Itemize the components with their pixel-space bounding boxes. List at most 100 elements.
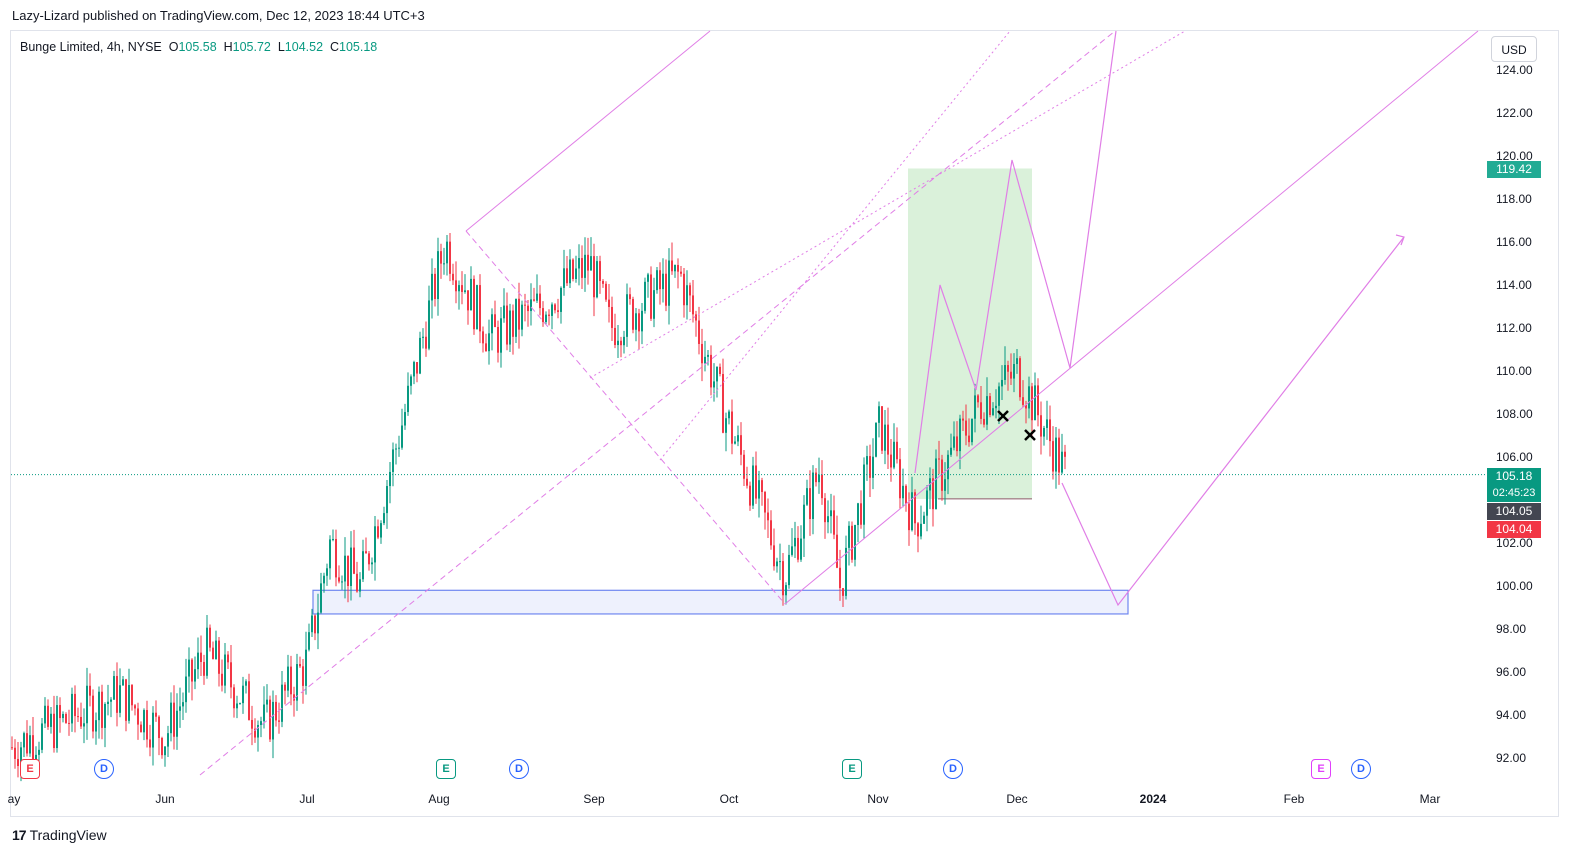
candle-body: [173, 702, 175, 737]
candle-body: [698, 320, 700, 344]
candle-body: [257, 724, 259, 738]
candle-body: [404, 412, 406, 426]
candle-body: [731, 411, 733, 444]
tradingview-brand[interactable]: 17 TradingView: [12, 827, 107, 843]
earnings-event-icon[interactable]: E: [436, 759, 456, 779]
candle-body: [950, 447, 952, 455]
high-value: 105.72: [232, 40, 271, 54]
candle-body: [218, 640, 220, 674]
candle-body: [692, 295, 694, 315]
x-tick-2024: 2024: [1139, 792, 1167, 806]
candle-body: [53, 713, 55, 749]
candle-body: [767, 512, 769, 521]
candle-body: [128, 685, 130, 721]
last-price-tag: 105.18: [1487, 468, 1541, 485]
dividend-event-icon[interactable]: D: [943, 759, 963, 779]
candle-body: [206, 627, 208, 676]
candle-body: [764, 491, 766, 513]
candle-body: [677, 264, 679, 272]
candle-body: [179, 706, 181, 711]
candle-body: [602, 281, 604, 284]
candle-body: [350, 547, 352, 586]
candle-body: [80, 716, 82, 727]
candle-body: [1001, 379, 1003, 387]
candle-body: [611, 306, 613, 328]
candle-body: [737, 435, 739, 442]
candle-body: [362, 551, 364, 580]
candle-body: [1025, 404, 1027, 409]
candle-body: [308, 632, 310, 650]
candle-body: [638, 313, 640, 332]
candle-body: [590, 256, 592, 271]
y-tick: 112.00: [1496, 321, 1532, 335]
candle-body: [155, 712, 157, 717]
candle-body: [746, 478, 748, 486]
x-tick-jul: Jul: [299, 792, 315, 806]
candle-body: [551, 304, 553, 316]
candle-body: [905, 485, 907, 504]
dividend-event-icon[interactable]: D: [509, 759, 529, 779]
candle-body: [1019, 358, 1021, 398]
candle-body: [95, 720, 97, 732]
candle-body: [785, 585, 787, 596]
earnings-event-icon[interactable]: E: [842, 759, 862, 779]
candle-body: [623, 336, 625, 346]
target-price-tag: 119.42: [1487, 161, 1541, 178]
candle-body: [773, 545, 775, 567]
candle-body: [62, 713, 64, 719]
dividend-event-icon[interactable]: D: [94, 759, 114, 779]
candle-body: [293, 694, 295, 701]
candle-body: [740, 435, 742, 455]
brand-name: TradingView: [29, 827, 107, 843]
x-tick-sep: Sep: [583, 792, 605, 806]
candle-body: [812, 472, 814, 519]
candle-body: [473, 278, 475, 330]
candle-body: [689, 285, 691, 296]
candle-body: [314, 615, 316, 634]
candle-body: [119, 685, 121, 713]
candle-body: [845, 547, 847, 596]
candle-body: [626, 294, 628, 337]
y-tick: 124.00: [1496, 63, 1533, 77]
candle-body: [389, 471, 391, 487]
candle-body: [38, 749, 40, 755]
candle-body: [989, 396, 991, 416]
candle-body: [500, 318, 502, 353]
candle-body: [131, 685, 133, 706]
earnings-event-icon[interactable]: E: [20, 759, 40, 779]
candle-body: [182, 702, 184, 707]
candle-body: [41, 723, 43, 750]
candle-body: [536, 293, 538, 301]
candle-body: [344, 555, 346, 582]
tradingview-logo-icon: 17: [12, 827, 27, 843]
candle-body: [122, 679, 124, 686]
candle-body: [596, 261, 598, 298]
candle-body: [413, 362, 415, 377]
candle-body: [158, 716, 160, 739]
candle-body: [134, 705, 136, 709]
earnings-event-icon[interactable]: E: [1311, 759, 1331, 779]
candle-body: [548, 314, 550, 316]
dividend-event-icon[interactable]: D: [1351, 759, 1371, 779]
candle-body: [554, 304, 556, 311]
candle-body: [377, 526, 379, 538]
candle-body: [710, 354, 712, 388]
symbol-name: Bunge Limited, 4h, NYSE: [20, 40, 162, 54]
candle-body: [686, 285, 688, 306]
candle-body: [863, 464, 865, 525]
candle-body: [1058, 437, 1060, 473]
y-tick: 106.00: [1496, 450, 1533, 464]
candle-body: [50, 713, 52, 727]
chart-frame[interactable]: [10, 30, 1559, 817]
candle-body: [272, 701, 274, 740]
candle-body: [203, 661, 205, 676]
candle-body: [215, 640, 217, 660]
currency-button[interactable]: USD: [1491, 36, 1537, 62]
candle-body: [965, 420, 967, 436]
y-tick: 122.00: [1496, 106, 1533, 120]
candle-body: [149, 739, 151, 748]
candle-body: [110, 699, 112, 702]
x-mark-icon: [1024, 429, 1036, 441]
candle-body: [356, 573, 358, 592]
